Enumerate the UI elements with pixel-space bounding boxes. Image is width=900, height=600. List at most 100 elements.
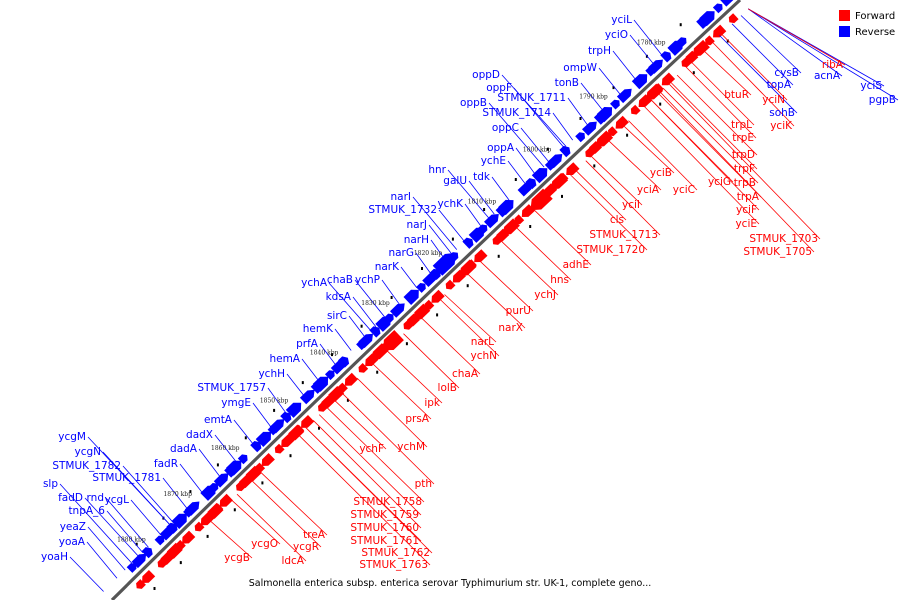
forward-gene-label: ychJ xyxy=(534,289,556,301)
leader-line xyxy=(501,74,567,147)
reverse-gene-label: oppB xyxy=(460,97,487,109)
forward-gene-label: yciE xyxy=(735,218,757,230)
leader-line xyxy=(214,434,237,462)
other-feature xyxy=(301,381,304,385)
reverse-legend-swatch xyxy=(839,26,850,37)
leader-line xyxy=(312,420,422,529)
other-feature xyxy=(390,296,393,299)
leader-line xyxy=(500,240,559,296)
reverse-gene-label: ycgN xyxy=(74,446,101,458)
reverse-gene-feature xyxy=(280,412,292,424)
forward-gene-label: lolB xyxy=(438,382,457,394)
reverse-gene-feature xyxy=(141,547,153,559)
forward-gene-label: trpF xyxy=(734,163,755,175)
forward-gene-feature xyxy=(630,104,641,115)
reverse-gene-label: yciO xyxy=(605,29,628,41)
forward-gene-feature xyxy=(713,24,727,38)
forward-gene-label: ycgO xyxy=(251,538,278,550)
reverse-gene-feature xyxy=(369,326,381,338)
forward-gene-feature xyxy=(383,330,404,351)
reverse-gene-label: tdk xyxy=(473,171,491,183)
reverse-gene-feature xyxy=(358,333,373,349)
forward-gene-label: ycgB xyxy=(224,552,250,564)
other-feature xyxy=(261,481,264,485)
leader-line xyxy=(326,407,425,503)
leader-line xyxy=(668,83,821,240)
leader-line xyxy=(633,19,663,57)
forward-gene-label: STMUK_1761 xyxy=(350,535,419,547)
leader-line xyxy=(650,99,760,211)
reverse-gene-feature xyxy=(384,313,394,324)
leader-line xyxy=(400,266,418,288)
leader-line xyxy=(580,82,604,112)
reverse-gene-label: ychP xyxy=(355,274,380,286)
reverse-gene-label: ompW xyxy=(563,62,597,74)
reverse-legend-label: Reverse xyxy=(855,27,895,38)
leader-line xyxy=(251,479,322,548)
forward-gene-label: hns xyxy=(550,274,569,286)
reverse-gene-label: STMUK_1711 xyxy=(497,92,566,104)
reverse-gene-label: fadD xyxy=(58,492,83,504)
leader-line xyxy=(286,373,305,397)
leader-line xyxy=(252,402,272,428)
reverse-gene-label: fadR xyxy=(154,458,178,470)
leader-line xyxy=(629,34,655,65)
reverse-gene-label: chaB xyxy=(327,274,353,286)
leader-line xyxy=(354,279,386,319)
reverse-gene-label: sirC xyxy=(327,310,347,322)
forward-gene-label: trpA xyxy=(737,191,760,203)
leader-line xyxy=(334,399,387,450)
leader-line xyxy=(403,333,460,389)
forward-gene-label: cls xyxy=(610,214,624,226)
leader-line xyxy=(198,448,221,478)
forward-gene-feature xyxy=(615,115,629,129)
reverse-gene-feature xyxy=(285,402,302,418)
reverse-gene-label: oppD xyxy=(472,69,500,81)
reverse-gene-label: yoaA xyxy=(59,536,86,548)
forward-gene-feature xyxy=(530,188,553,211)
reverse-gene-feature xyxy=(131,553,147,569)
leader-line xyxy=(552,112,574,141)
reverse-gene-feature xyxy=(255,431,271,447)
leader-line xyxy=(669,81,758,170)
forward-gene-label: STMUK_1703 xyxy=(749,233,818,245)
forward-gene-feature xyxy=(182,530,196,544)
other-feature xyxy=(233,508,236,512)
kbp-tick-label: 1790 kbp xyxy=(579,94,608,101)
leader-line xyxy=(420,316,481,375)
other-feature xyxy=(483,208,486,211)
reverse-gene-label: narI xyxy=(390,191,411,203)
backbone-arc xyxy=(110,0,742,600)
reverse-gene-label: kdsA xyxy=(326,291,352,303)
leader-line xyxy=(575,170,627,221)
leader-line xyxy=(520,127,550,163)
other-feature xyxy=(189,490,192,494)
forward-gene-label: STMUK_1720 xyxy=(576,244,645,256)
forward-gene-feature xyxy=(301,415,315,428)
reverse-gene-label: ychA xyxy=(301,277,328,289)
kbp-tick-label: 1870 kbp xyxy=(163,491,192,498)
other-feature xyxy=(659,102,662,106)
other-feature xyxy=(593,164,596,168)
forward-gene-label: STMUK_1713 xyxy=(589,229,658,241)
leader-line xyxy=(590,155,643,206)
reverse-gene-label: ychE xyxy=(481,155,506,167)
legend: Forward Reverse xyxy=(839,10,895,38)
leader-line xyxy=(515,147,537,176)
forward-gene-label: yciS xyxy=(860,80,882,92)
reverse-gene-feature xyxy=(237,454,248,465)
leader-line xyxy=(259,471,328,536)
forward-gene-label: trpB xyxy=(734,177,756,189)
forward-gene-feature xyxy=(424,299,435,310)
other-feature xyxy=(346,398,349,402)
leader-line xyxy=(712,41,795,127)
leader-line xyxy=(747,8,846,66)
other-feature xyxy=(405,342,408,346)
forward-gene-feature xyxy=(261,453,275,466)
reverse-gene-feature xyxy=(432,252,457,276)
leader-line xyxy=(570,174,648,251)
reverse-gene-label: yciL xyxy=(611,14,632,26)
forward-gene-feature xyxy=(294,424,305,435)
leader-line xyxy=(731,23,794,86)
reverse-gene-feature xyxy=(416,283,426,293)
